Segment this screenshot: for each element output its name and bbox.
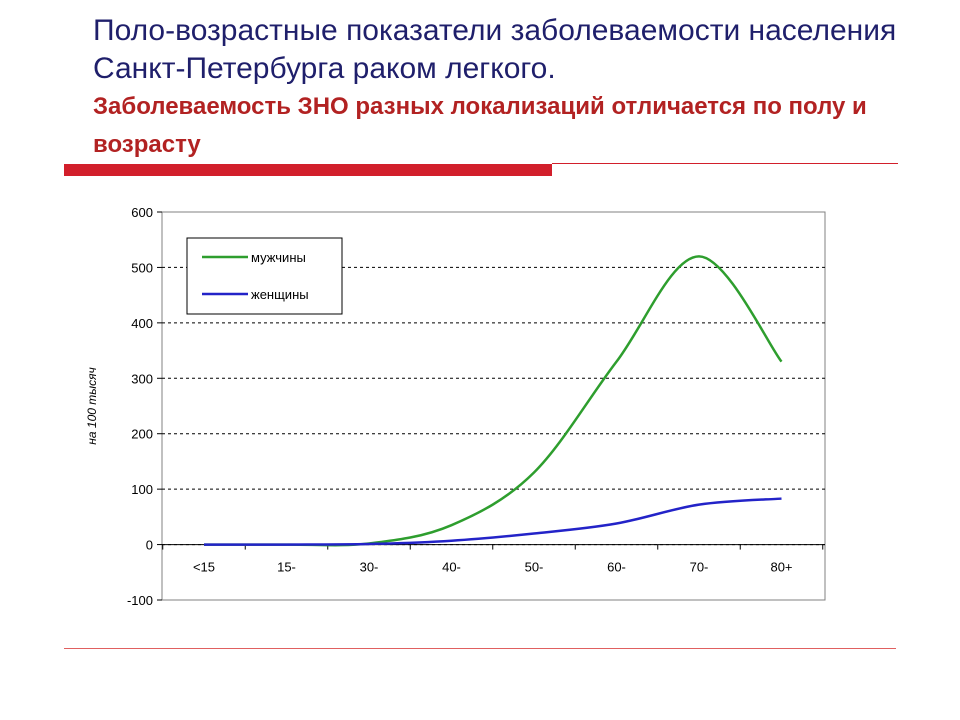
legend: мужчины женщины [186,237,343,315]
y-tick-label: 100 [131,482,153,497]
slide-title: Поло-возрастные показатели заболеваемост… [93,14,897,85]
y-tick-label: 500 [131,260,153,275]
x-tick-label: 40- [442,560,461,575]
title-underline-thick [64,164,552,176]
x-tick-label: 70- [690,560,709,575]
legend-label-women: женщины [251,287,309,302]
y-tick-label: 600 [131,205,153,220]
x-tick-label: <15 [193,560,215,575]
y-tick-label: 300 [131,371,153,386]
legend-box [186,237,343,315]
x-tick-label: 15- [277,560,296,575]
x-axis-ticks: <15 15- 30- 40- 50- 60- 70- 80+ [162,544,825,575]
x-tick-label: 80+ [770,560,792,575]
y-tick-label: 400 [131,316,153,331]
y-tick-label: 0 [146,538,153,553]
legend-label-men: мужчины [251,250,306,265]
title-underline-thin [552,163,898,164]
x-tick-label: 60- [607,560,626,575]
y-tick-label: -100 [127,593,153,608]
series-line-women [203,497,782,546]
slide-subtitle: Заболеваемость ЗНО разных локализаций от… [93,93,867,158]
x-tick-label: 50- [525,560,544,575]
y-tick-label: 200 [131,427,153,442]
series-lines [203,255,783,547]
y-axis-ticks: -100 0 100 200 300 400 500 600 [127,205,162,608]
footer-rule [64,648,896,649]
y-axis-label: на 100 тысяч [85,367,99,444]
x-tick-label: 30- [360,560,379,575]
